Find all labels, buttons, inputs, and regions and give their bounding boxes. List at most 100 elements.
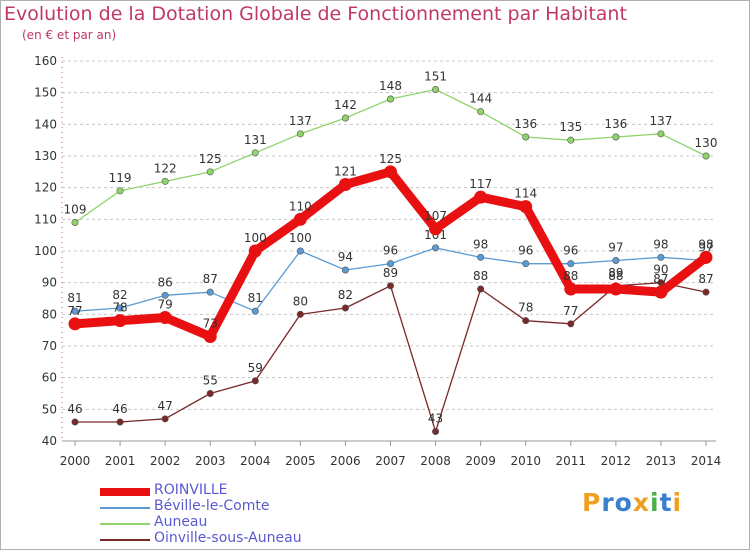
x-tick-label: 2004 <box>240 454 271 468</box>
data-point-oinville-sous-auneau <box>71 418 79 426</box>
data-point-b-ville-le-comte <box>296 247 304 255</box>
data-point-b-ville-le-comte <box>71 307 79 315</box>
data-label-oinville-sous-auneau: 59 <box>248 361 263 375</box>
data-point-roinville <box>293 212 307 226</box>
data-point-b-ville-le-comte <box>116 304 124 312</box>
data-label-auneau: 137 <box>289 114 312 128</box>
data-label-auneau: 122 <box>154 161 177 175</box>
y-tick-label: 40 <box>42 434 57 448</box>
data-point-roinville <box>248 244 262 258</box>
data-label-oinville-sous-auneau: 88 <box>473 269 488 283</box>
data-label-b-ville-le-comte: 98 <box>653 237 668 251</box>
x-tick-label: 2003 <box>195 454 226 468</box>
data-label-auneau: 119 <box>109 171 132 185</box>
data-point-oinville-sous-auneau <box>432 427 440 435</box>
data-label-oinville-sous-auneau: 89 <box>608 266 623 280</box>
data-point-auneau <box>71 219 79 227</box>
data-label-oinville-sous-auneau: 47 <box>158 399 173 413</box>
line-chart: 40 50 60 70 80 90 100 110 120 130 140 150 160 2000 200… <box>34 54 722 468</box>
data-point-b-ville-le-comte <box>251 307 259 315</box>
data-point-oinville-sous-auneau <box>477 285 485 293</box>
data-label-b-ville-le-comte: 98 <box>473 237 488 251</box>
x-tick-label: 2013 <box>646 454 677 468</box>
data-label-oinville-sous-auneau: 77 <box>563 304 578 318</box>
x-tick-label: 2010 <box>510 454 541 468</box>
data-label-roinville: 117 <box>469 177 492 191</box>
data-point-roinville <box>699 250 713 264</box>
logo-letter: x <box>632 488 650 517</box>
data-point-auneau <box>161 177 169 185</box>
data-point-roinville <box>609 282 623 296</box>
chart-subtitle: (en € et par an) <box>22 28 117 42</box>
legend-swatch <box>100 488 150 496</box>
logo-letter: P <box>582 488 602 517</box>
data-point-roinville <box>384 165 397 179</box>
data-label-oinville-sous-auneau: 90 <box>653 263 668 277</box>
x-tick-label: 2007 <box>375 454 406 468</box>
logo-letter: i <box>650 488 660 517</box>
legend-swatch <box>100 507 150 509</box>
legend-label: Oinville-sous-Auneau <box>154 530 302 546</box>
data-label-b-ville-le-comte: 96 <box>518 244 533 258</box>
data-point-b-ville-le-comte <box>657 253 665 261</box>
data-label-auneau: 136 <box>604 117 627 131</box>
y-tick-label: 60 <box>42 371 57 385</box>
data-point-roinville <box>654 285 668 299</box>
data-point-roinville <box>564 282 578 296</box>
y-tick-label: 160 <box>34 54 57 68</box>
data-label-auneau: 125 <box>199 152 222 166</box>
data-label-auneau: 131 <box>244 133 267 147</box>
data-point-b-ville-le-comte <box>206 288 214 296</box>
data-point-roinville <box>474 190 488 204</box>
data-label-roinville: 78 <box>112 301 127 315</box>
data-label-auneau: 148 <box>379 79 402 93</box>
data-label-auneau: 109 <box>64 203 87 217</box>
data-point-roinville <box>429 222 443 236</box>
data-point-oinville-sous-auneau <box>522 317 530 325</box>
data-label-b-ville-le-comte: 81 <box>67 291 82 305</box>
data-point-oinville-sous-auneau <box>296 310 304 318</box>
data-point-auneau <box>567 136 575 144</box>
data-point-b-ville-le-comte <box>567 260 575 268</box>
data-point-roinville <box>519 200 533 214</box>
data-point-auneau <box>477 108 485 116</box>
data-point-roinville <box>68 317 82 331</box>
data-label-auneau: 142 <box>334 98 357 112</box>
data-label-roinville: 98 <box>698 237 713 251</box>
data-point-oinville-sous-auneau <box>567 320 575 328</box>
data-label-roinville: 88 <box>608 269 623 283</box>
logo-letter: i <box>672 488 683 517</box>
data-label-oinville-sous-auneau: 82 <box>338 288 353 302</box>
data-label-b-ville-le-comte: 100 <box>289 231 312 245</box>
x-tick-label: 2002 <box>150 454 181 468</box>
data-label-oinville-sous-auneau: 87 <box>698 272 713 286</box>
y-tick-label: 80 <box>42 307 57 321</box>
x-tick-label: 2011 <box>556 454 587 468</box>
proxiti-logo: Proxiti <box>582 488 682 517</box>
data-point-oinville-sous-auneau <box>116 418 124 426</box>
legend-label: Auneau <box>154 514 208 530</box>
x-tick-label: 2012 <box>601 454 632 468</box>
x-tick-label: 2001 <box>105 454 136 468</box>
y-tick-label: 110 <box>34 212 57 226</box>
data-point-b-ville-le-comte <box>432 244 440 252</box>
data-point-b-ville-le-comte <box>386 260 394 268</box>
data-point-oinville-sous-auneau <box>251 377 259 385</box>
data-point-auneau <box>657 130 665 138</box>
logo-letter: o <box>614 488 633 517</box>
data-point-auneau <box>296 130 304 138</box>
data-label-oinville-sous-auneau: 80 <box>293 294 308 308</box>
data-label-b-ville-le-comte: 82 <box>112 288 127 302</box>
x-tick-label: 2006 <box>330 454 361 468</box>
data-point-oinville-sous-auneau <box>206 389 214 397</box>
data-point-roinville <box>203 330 217 343</box>
x-tick-label: 2014 <box>691 454 722 468</box>
data-label-roinville: 114 <box>514 187 537 201</box>
y-tick-label: 50 <box>42 402 57 416</box>
data-point-b-ville-le-comte <box>477 253 485 261</box>
data-point-auneau <box>702 152 710 160</box>
data-label-b-ville-le-comte: 97 <box>698 241 713 255</box>
data-label-auneau: 144 <box>469 92 492 106</box>
data-point-roinville <box>158 311 172 324</box>
